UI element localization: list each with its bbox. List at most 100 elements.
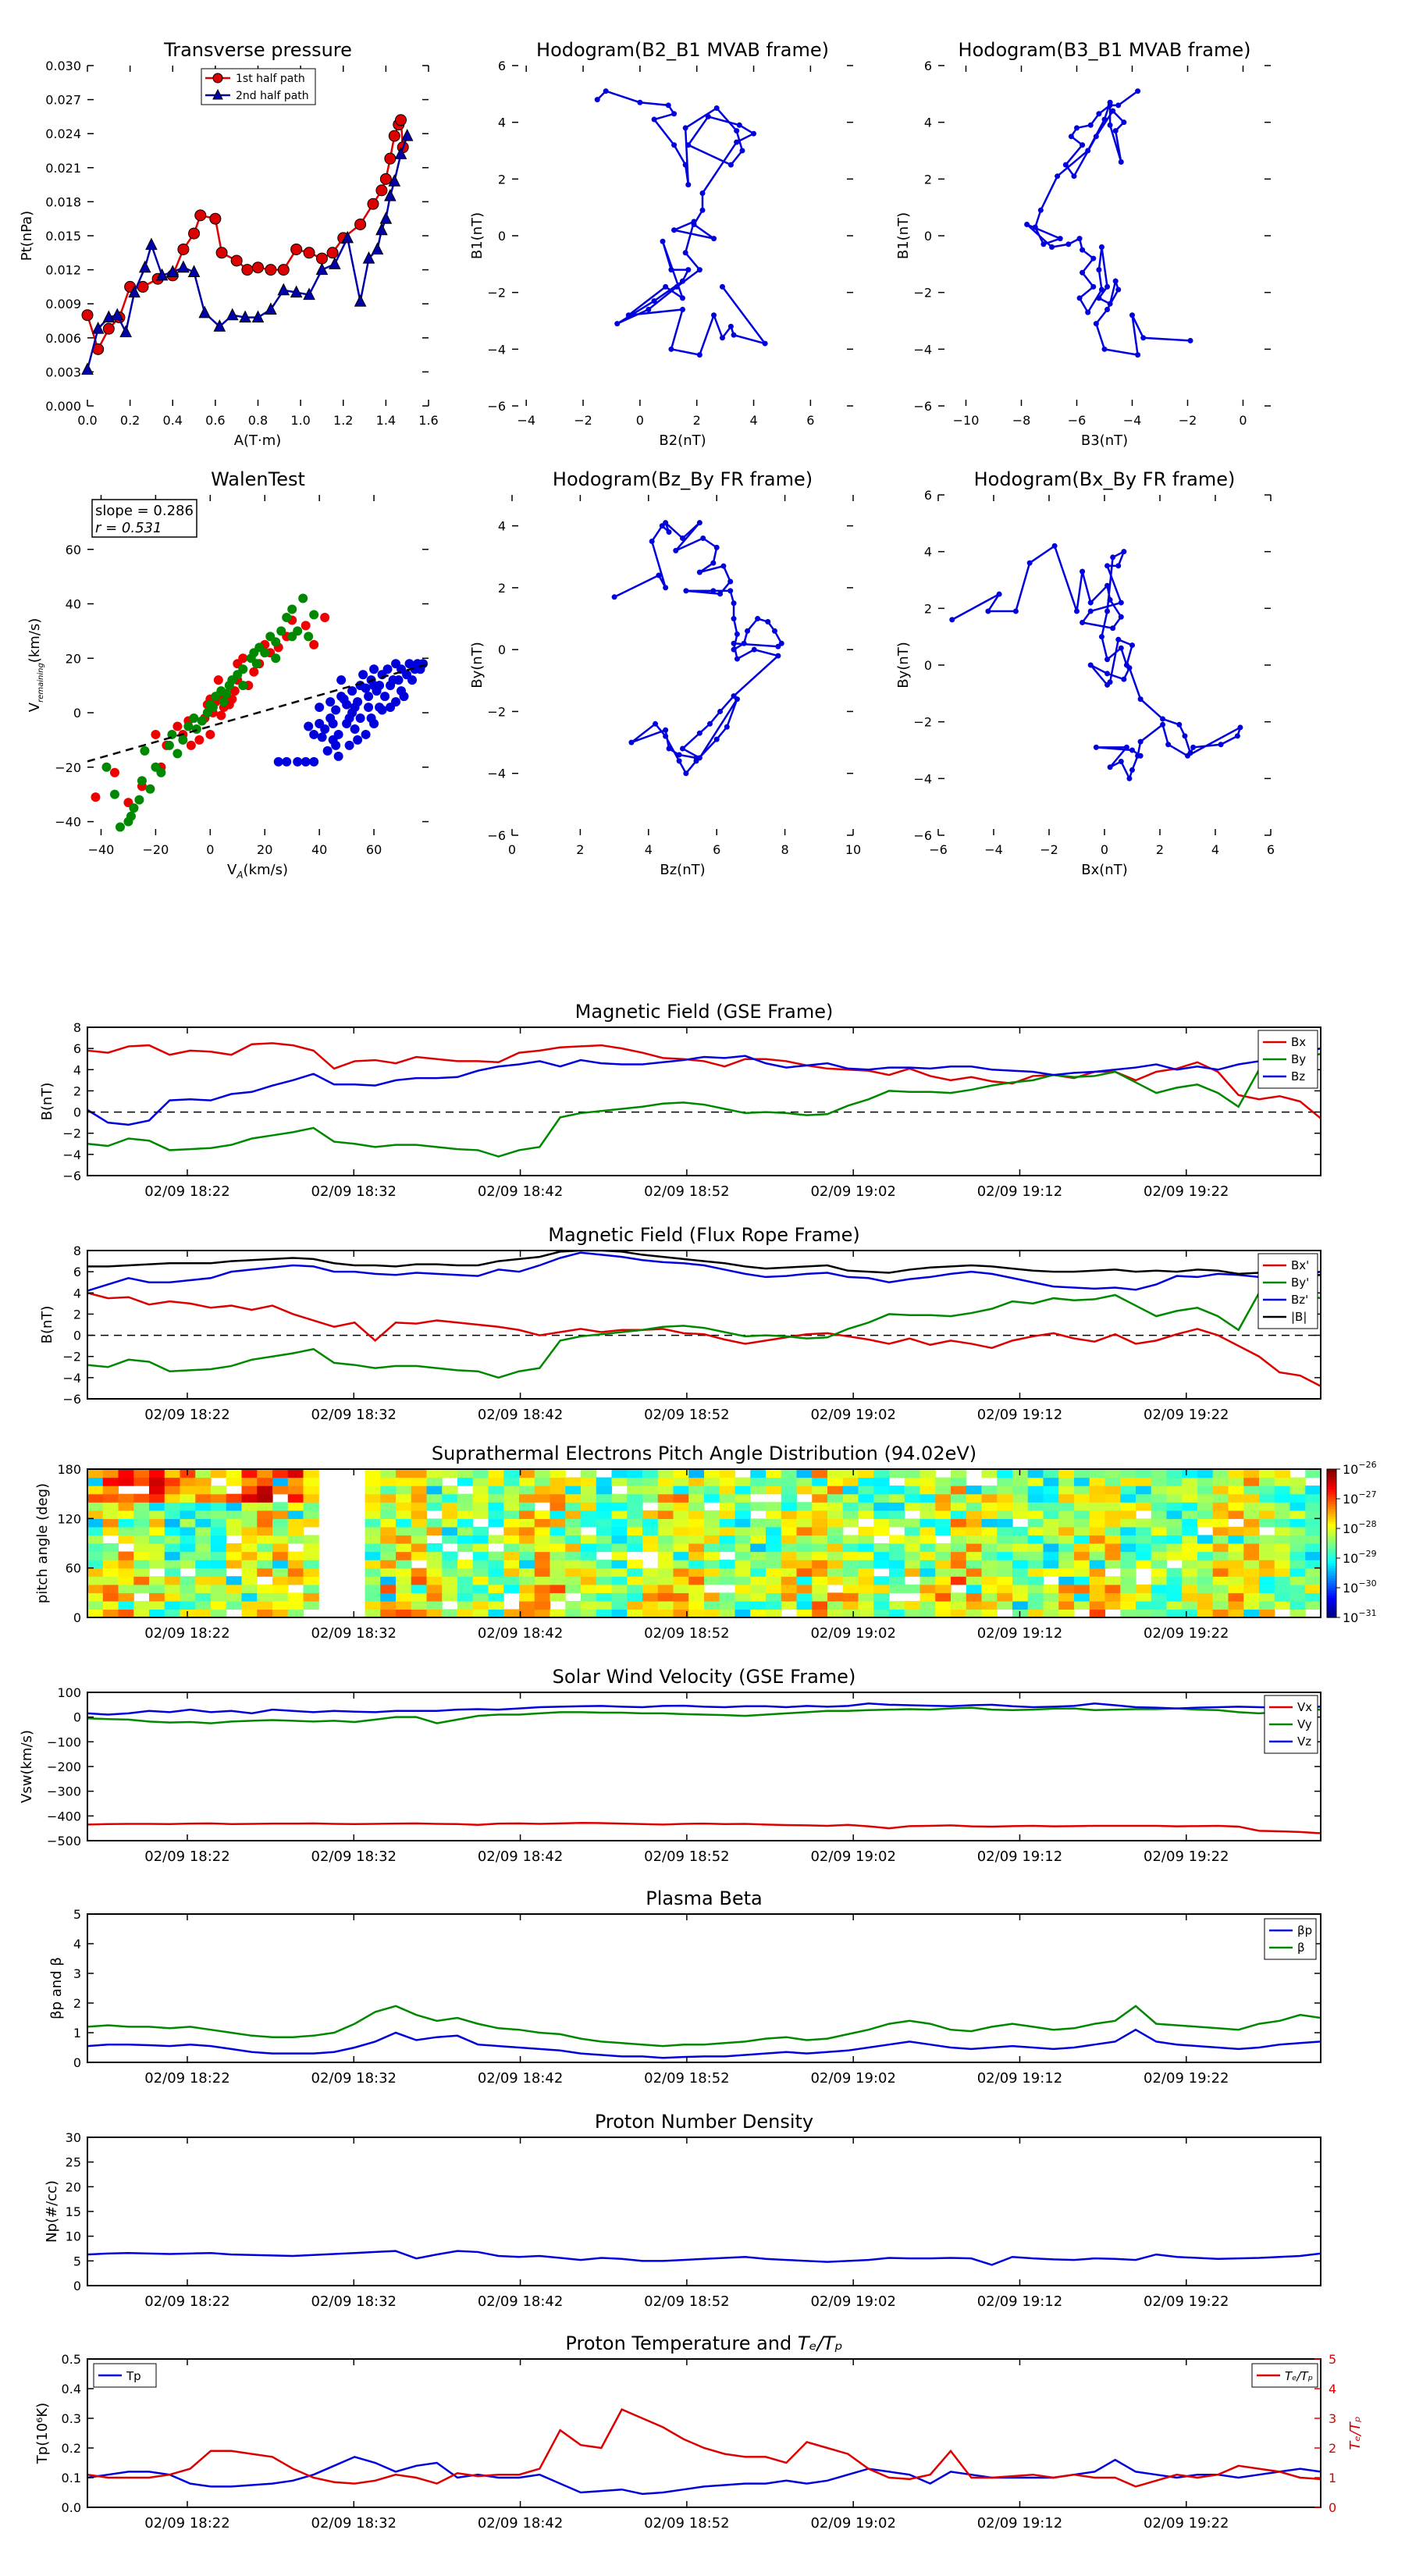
heatmap-cell xyxy=(1104,1477,1121,1486)
heatmap-cell xyxy=(735,1543,751,1553)
heatmap-cell xyxy=(226,1477,243,1486)
heatmap-cell xyxy=(472,1600,489,1610)
heatmap-cell xyxy=(257,1518,273,1528)
data-point xyxy=(949,617,955,623)
heatmap-cell xyxy=(1212,1477,1229,1486)
heatmap-cell xyxy=(1166,1592,1183,1602)
heatmap-cell xyxy=(1228,1493,1244,1503)
data-point xyxy=(287,604,297,614)
x-tick-label: 02/09 18:32 xyxy=(311,2070,397,2087)
heatmap-cell xyxy=(719,1560,736,1569)
legend-left: Tp xyxy=(93,2363,157,2388)
data-point xyxy=(671,111,678,117)
heatmap-cell xyxy=(1120,1584,1136,1593)
legend-label: Bx xyxy=(1291,1035,1306,1049)
heatmap-cell xyxy=(365,1551,381,1560)
heatmap-cell xyxy=(180,1543,196,1553)
x-tick-label: 6 xyxy=(1267,842,1275,857)
heatmap-cell xyxy=(596,1609,613,1618)
heatmap-cell xyxy=(380,1526,397,1536)
heatmap-cell xyxy=(1305,1567,1321,1577)
heatmap-cell xyxy=(426,1485,443,1495)
heatmap-cell xyxy=(241,1584,258,1593)
data-point xyxy=(1115,563,1122,569)
heatmap-cell xyxy=(426,1551,443,1560)
heatmap-cell xyxy=(534,1600,551,1610)
heatmap-cell xyxy=(642,1543,659,1553)
heatmap-cell xyxy=(180,1526,196,1536)
heatmap-cell xyxy=(195,1502,212,1511)
heatmap-cell xyxy=(642,1567,659,1577)
heatmap-cell xyxy=(1166,1518,1183,1528)
heatmap-cell xyxy=(519,1477,535,1486)
legend-label: Bx' xyxy=(1291,1258,1309,1272)
heatmap-cell xyxy=(1012,1493,1029,1503)
x-tick-label: 02/09 18:22 xyxy=(144,1625,229,1642)
heatmap-cell xyxy=(133,1609,150,1618)
colorbar-label: 10−31 xyxy=(1343,1608,1377,1625)
heatmap-cell xyxy=(904,1526,921,1536)
heatmap-cell xyxy=(951,1493,967,1503)
heatmap-cell xyxy=(503,1584,520,1593)
data-point xyxy=(145,784,155,794)
heatmap-cell xyxy=(611,1609,628,1618)
heatmap-cell xyxy=(1243,1493,1260,1503)
heatmap-cell xyxy=(981,1469,998,1478)
heatmap-cell xyxy=(519,1535,535,1544)
y-tick-label: 6 xyxy=(73,1041,81,1056)
data-point xyxy=(731,600,737,607)
heatmap-cell xyxy=(519,1510,535,1519)
heatmap-cell xyxy=(581,1502,597,1511)
data-point xyxy=(1129,312,1135,318)
heatmap-cell xyxy=(596,1584,613,1593)
heatmap-cell xyxy=(426,1609,443,1618)
heatmap-cell xyxy=(457,1567,474,1577)
heatmap-cell xyxy=(1182,1526,1198,1536)
heatmap-cell xyxy=(1074,1560,1090,1569)
y-axis-label: βp and β xyxy=(48,1957,65,2019)
heatmap-cell xyxy=(534,1469,551,1478)
colorbar-cell xyxy=(1327,1496,1336,1500)
data-point xyxy=(205,729,215,739)
heatmap-cell xyxy=(657,1502,674,1511)
y-tick-label: 20 xyxy=(66,2179,81,2194)
y-tick-label: 0 xyxy=(73,706,81,720)
heatmap-cell xyxy=(1182,1609,1198,1618)
y-tick-label: 2 xyxy=(498,581,506,596)
y-tick-label: −400 xyxy=(47,1809,81,1823)
heatmap-cell xyxy=(87,1567,104,1577)
y-tick-label: −4 xyxy=(487,767,506,781)
heatmap-cell xyxy=(1212,1469,1229,1478)
heatmap-cell xyxy=(472,1543,489,1553)
heatmap-cell xyxy=(688,1600,705,1610)
heatmap-cell xyxy=(87,1485,104,1495)
data-point xyxy=(315,252,328,265)
heatmap-cell xyxy=(195,1493,212,1503)
heatmap-cell xyxy=(1104,1576,1121,1585)
heatmap-cell xyxy=(873,1560,890,1569)
heatmap-cell xyxy=(1104,1493,1121,1503)
heatmap-cell xyxy=(102,1543,119,1553)
heatmap-cell xyxy=(534,1535,551,1544)
heatmap-cell xyxy=(550,1535,566,1544)
data-point xyxy=(1107,596,1113,603)
data-point xyxy=(301,621,311,631)
colorbar-cell xyxy=(1327,1555,1336,1559)
heatmap-cell xyxy=(781,1493,798,1503)
heatmap-cell xyxy=(1197,1485,1214,1495)
heatmap-cell xyxy=(673,1502,689,1511)
heatmap-cell xyxy=(534,1609,551,1618)
heatmap-cell xyxy=(457,1518,474,1528)
heatmap-cell xyxy=(966,1543,983,1553)
heatmap-cell xyxy=(719,1567,736,1577)
heatmap-cell xyxy=(457,1510,474,1519)
colorbar-cell xyxy=(1327,1510,1336,1514)
x-tick-label: 02/09 18:52 xyxy=(644,2293,729,2310)
x-tick-label: 02/09 18:52 xyxy=(644,2070,729,2087)
data-point xyxy=(1024,221,1030,227)
heatmap-cell xyxy=(766,1469,782,1478)
heatmap-cell xyxy=(1136,1600,1152,1610)
heatmap-cell xyxy=(1274,1543,1291,1553)
heatmap-cell xyxy=(164,1543,181,1553)
heatmap-cell xyxy=(411,1477,428,1486)
